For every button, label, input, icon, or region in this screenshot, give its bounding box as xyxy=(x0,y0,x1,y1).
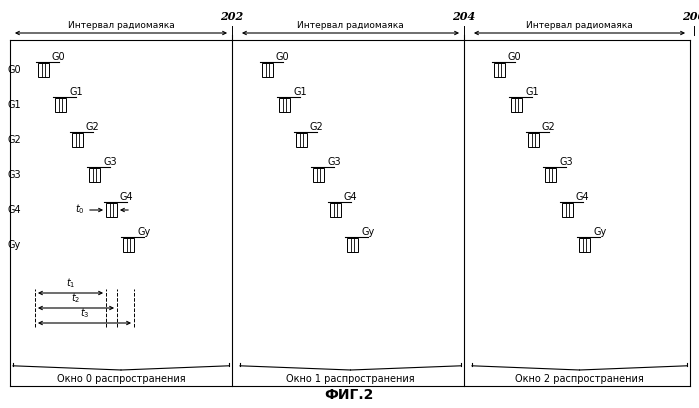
Text: G1: G1 xyxy=(8,100,22,110)
Bar xyxy=(106,203,117,217)
Text: G4: G4 xyxy=(344,192,358,202)
Text: G0: G0 xyxy=(52,52,66,62)
Text: G2: G2 xyxy=(310,122,324,132)
Text: Окно 0 распространения: Окно 0 распространения xyxy=(57,374,185,384)
Text: G3: G3 xyxy=(327,157,340,167)
Text: G2: G2 xyxy=(86,122,100,132)
Bar xyxy=(511,98,522,112)
Bar xyxy=(123,238,134,252)
Bar xyxy=(55,98,66,112)
Text: G0: G0 xyxy=(508,52,521,62)
Text: $t_2$: $t_2$ xyxy=(71,291,80,305)
Text: $t_1$: $t_1$ xyxy=(66,276,75,290)
Text: $t_0$: $t_0$ xyxy=(75,202,85,216)
Text: G1: G1 xyxy=(293,87,307,97)
Text: G3: G3 xyxy=(559,157,572,167)
Bar xyxy=(579,238,590,252)
Text: G4: G4 xyxy=(576,192,590,202)
Text: G2: G2 xyxy=(542,122,556,132)
Bar xyxy=(72,133,83,147)
Bar xyxy=(279,98,290,112)
Text: $t_3$: $t_3$ xyxy=(80,306,89,320)
Text: 202: 202 xyxy=(220,11,244,22)
Text: G0: G0 xyxy=(8,65,22,75)
Bar xyxy=(528,133,539,147)
Bar xyxy=(296,133,307,147)
Text: Окно 2 распространения: Окно 2 распространения xyxy=(515,374,644,384)
Text: ФИГ.2: ФИГ.2 xyxy=(324,388,374,402)
Bar xyxy=(545,168,556,182)
Text: 204: 204 xyxy=(452,11,475,22)
Text: G4: G4 xyxy=(8,205,22,215)
Text: Gy: Gy xyxy=(361,227,374,237)
Text: Интервал радиомаяка: Интервал радиомаяка xyxy=(68,21,174,30)
Text: Gy: Gy xyxy=(593,227,606,237)
Text: G4: G4 xyxy=(120,192,134,202)
Text: Интервал радиомаяка: Интервал радиомаяка xyxy=(526,21,633,30)
Bar xyxy=(347,238,358,252)
Text: Интервал радиомаяка: Интервал радиомаяка xyxy=(297,21,404,30)
Bar xyxy=(38,63,49,77)
Text: Gy: Gy xyxy=(8,240,21,250)
Bar xyxy=(89,168,100,182)
Text: G1: G1 xyxy=(69,87,82,97)
Text: Gy: Gy xyxy=(137,227,150,237)
Text: Окно 1 распространения: Окно 1 распространения xyxy=(286,374,415,384)
Bar xyxy=(313,168,324,182)
Text: 206: 206 xyxy=(682,11,699,22)
Text: G2: G2 xyxy=(8,135,22,145)
Bar xyxy=(330,203,341,217)
Text: G3: G3 xyxy=(8,170,22,180)
Bar xyxy=(562,203,573,217)
Bar xyxy=(494,63,505,77)
Text: G0: G0 xyxy=(276,52,289,62)
Text: G3: G3 xyxy=(103,157,117,167)
Bar xyxy=(262,63,273,77)
Text: G1: G1 xyxy=(525,87,539,97)
